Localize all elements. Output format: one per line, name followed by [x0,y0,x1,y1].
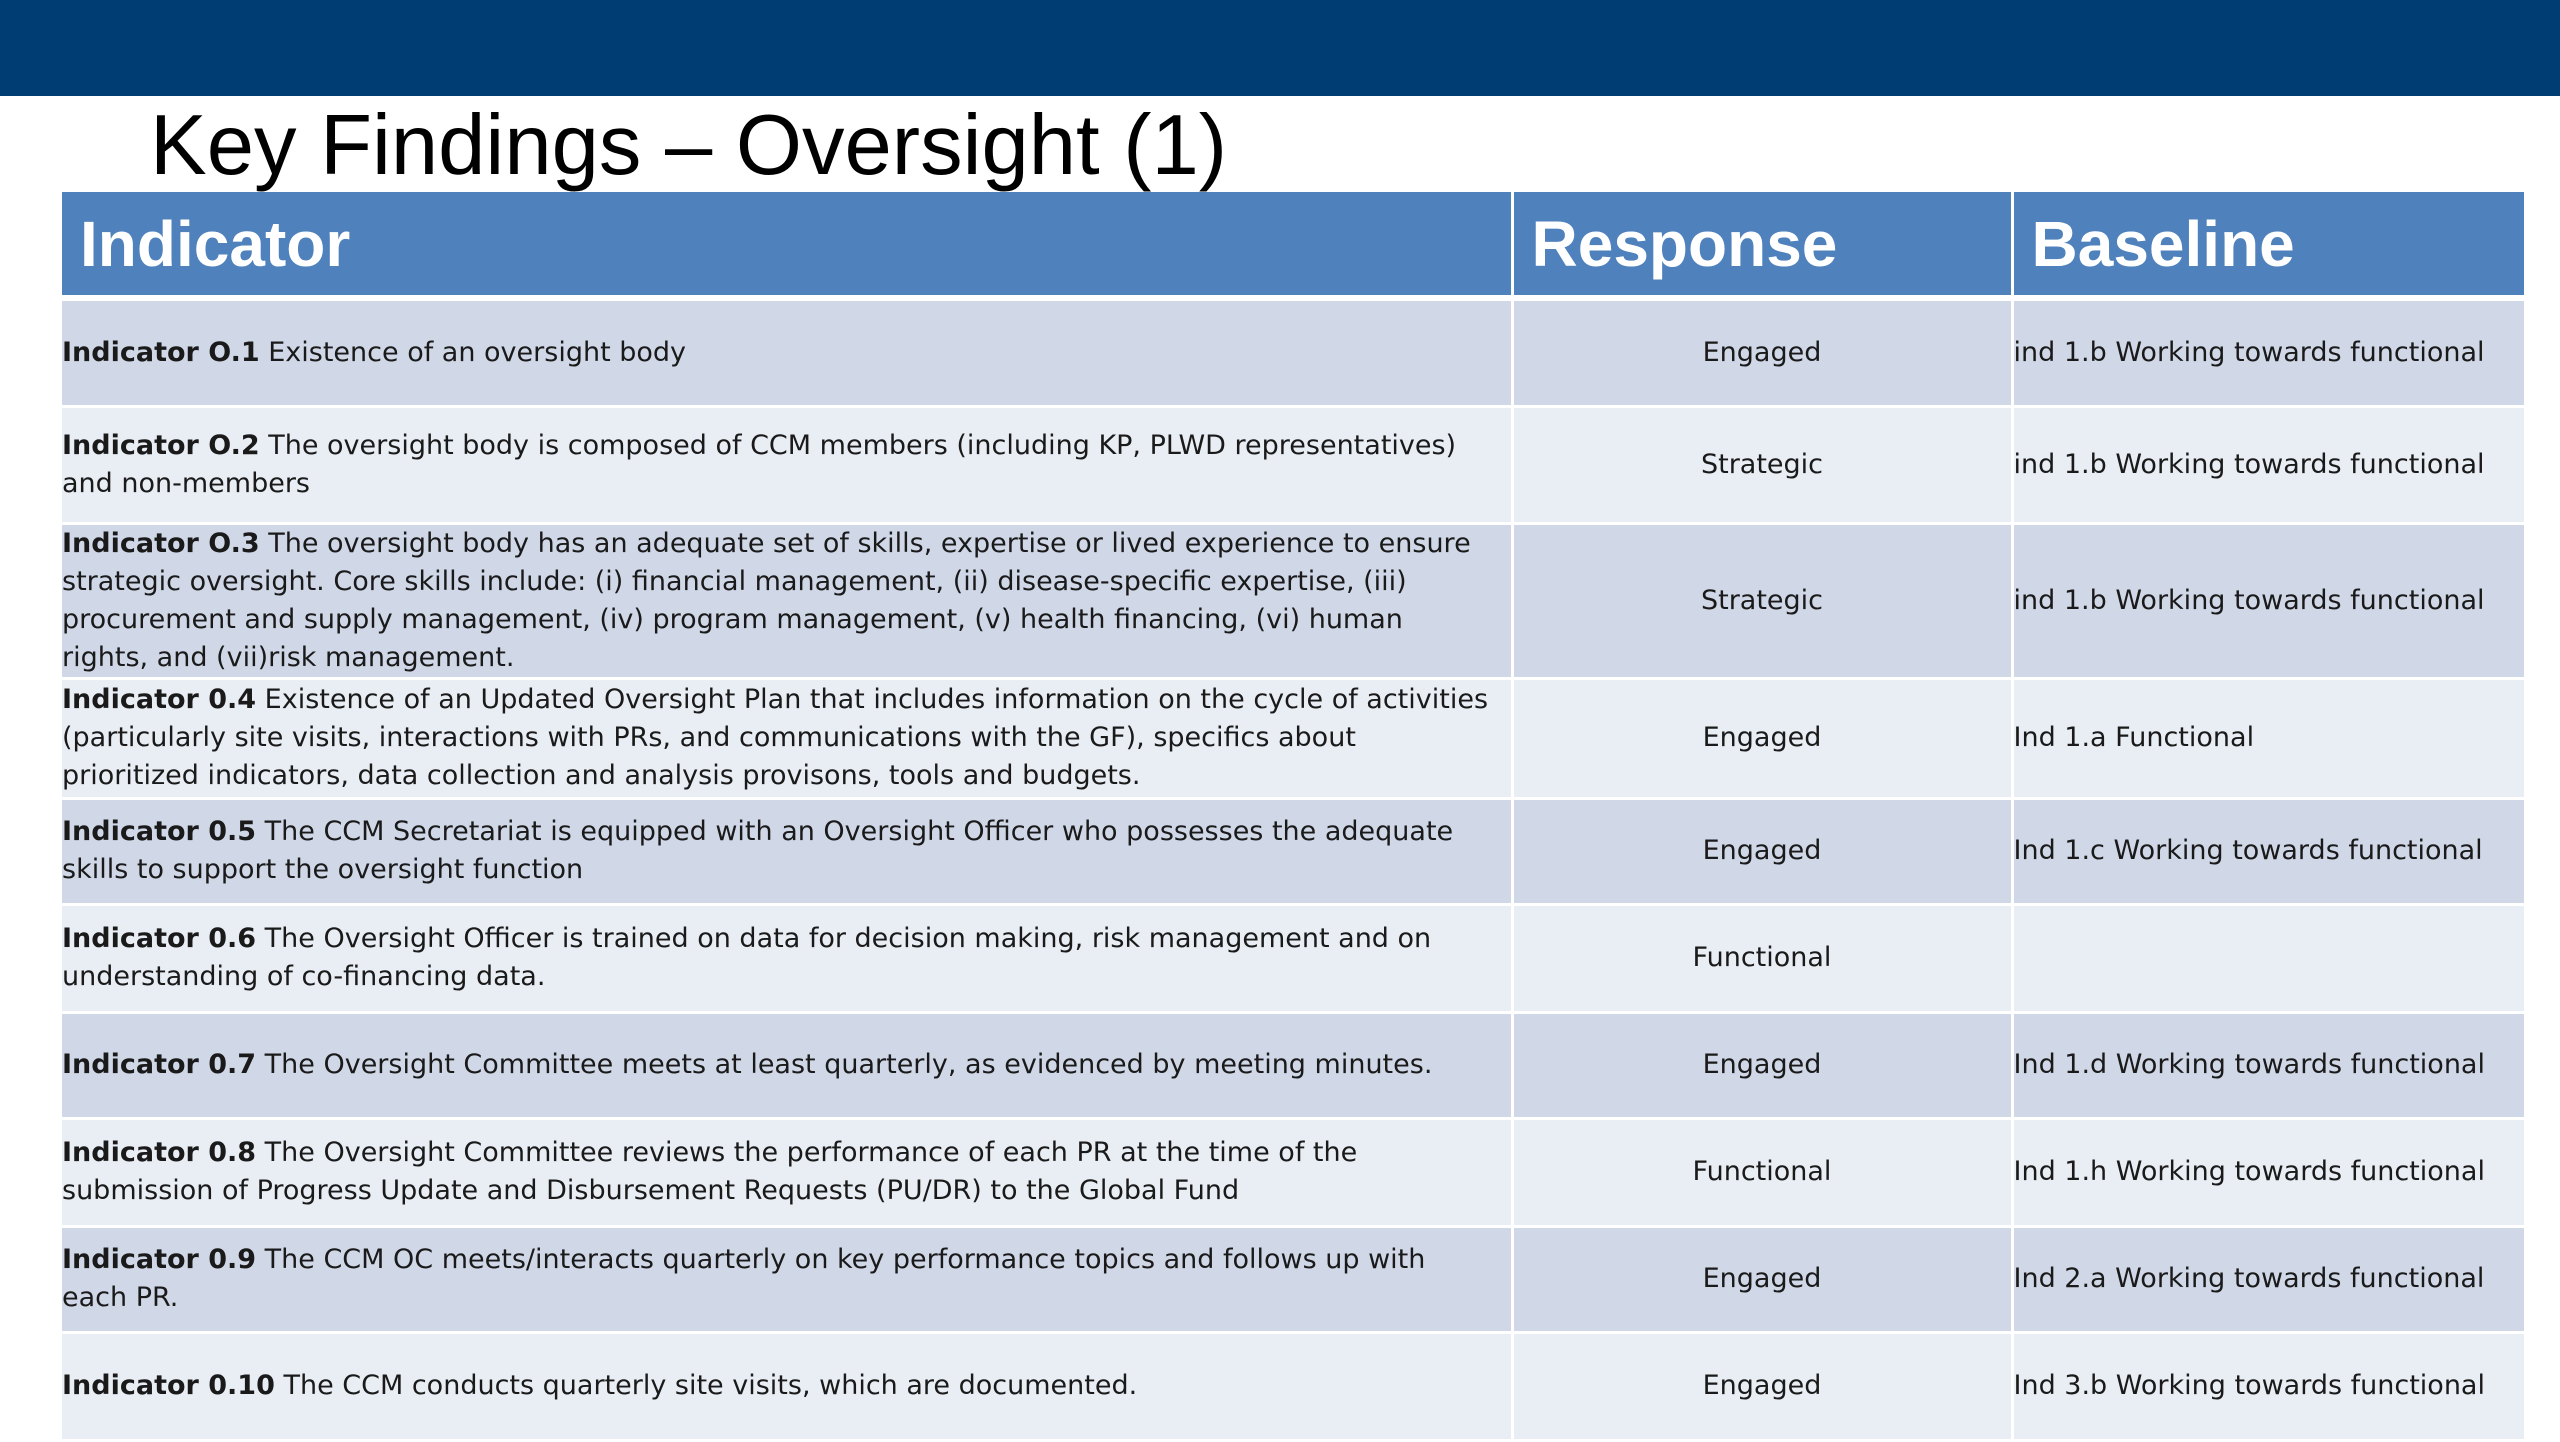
table-row: Indicator O.2 The oversight body is comp… [62,406,2524,525]
baseline-cell: Ind 1.d Working towards functional [2012,1012,2524,1120]
indicator-label: Indicator O.2 [62,429,260,461]
table-row: Indicator 0.10 The CCM conducts quarterl… [62,1332,2524,1442]
baseline-cell: ind 1.b Working towards functional [2012,298,2524,408]
table-row: Indicator O.1 Existence of an oversight … [62,298,2524,408]
indicator-label: Indicator 0.4 [62,684,257,715]
response-cell: Engaged [1512,298,2014,408]
indicator-label: Indicator 0.8 [62,1137,257,1168]
response-cell: Functional [1512,904,2014,1014]
indicator-text: The CCM Secretariat is equipped with an … [62,816,1454,885]
header-response: Response [1512,192,2014,301]
baseline-cell: Ind 1.c Working towards functional [2012,798,2524,906]
indicator-text: The CCM OC meets/interacts quarterly on … [62,1244,1426,1313]
indicator-label: Indicator 0.7 [62,1049,257,1080]
baseline-cell [2012,904,2524,1014]
indicator-text: The oversight body is composed of CCM me… [62,429,1457,499]
indicator-label: Indicator 0.9 [62,1244,257,1275]
response-cell: Engaged [1512,798,2014,906]
indicator-cell: Indicator 0.6 The Oversight Officer is t… [62,904,1514,1014]
baseline-cell: Ind 3.b Working towards functional [2012,1332,2524,1442]
response-cell: Engaged [1512,1012,2014,1120]
indicator-cell: Indicator 0.9 The CCM OC meets/interacts… [62,1226,1514,1334]
top-banner [0,0,2560,96]
baseline-cell: Ind 1.a Functional [2012,678,2524,800]
table-header-row: Indicator Response Baseline [62,192,2524,301]
indicator-cell: Indicator 0.4 Existence of an Updated Ov… [62,678,1514,800]
indicator-text: The CCM conducts quarterly site visits, … [274,1370,1138,1401]
indicator-cell: Indicator 0.7 The Oversight Committee me… [62,1012,1514,1120]
table-row: Indicator O.3 The oversight body has an … [62,523,2524,680]
indicator-text: The oversight body has an adequate set o… [62,527,1471,673]
baseline-cell: Ind 2.a Working towards functional [2012,1226,2524,1334]
response-cell: Engaged [1512,1226,2014,1334]
indicator-label: Indicator O.1 [62,336,260,368]
header-indicator: Indicator [62,192,1514,301]
table-row: Indicator 0.4 Existence of an Updated Ov… [62,678,2524,800]
response-cell: Strategic [1512,406,2014,525]
response-cell: Engaged [1512,678,2014,800]
indicator-cell: Indicator 0.10 The CCM conducts quarterl… [62,1332,1514,1442]
indicator-text: Existence of an Updated Oversight Plan t… [62,684,1489,791]
table-row: Indicator 0.6 The Oversight Officer is t… [62,904,2524,1014]
indicator-text: The Oversight Officer is trained on data… [62,923,1432,992]
indicator-cell: Indicator O.3 The oversight body has an … [62,523,1514,680]
indicator-cell: Indicator O.1 Existence of an oversight … [62,298,1514,408]
baseline-cell: ind 1.b Working towards functional [2012,523,2524,680]
response-cell: Functional [1512,1118,2014,1228]
table-row: Indicator 0.9 The CCM OC meets/interacts… [62,1226,2524,1334]
baseline-cell: Ind 1.h Working towards functional [2012,1118,2524,1228]
indicator-label: Indicator 0.10 [62,1370,275,1401]
findings-table: Indicator Response Baseline Indicator O.… [62,192,2524,1442]
indicator-label: Indicator 0.5 [62,816,257,847]
indicator-text: The Oversight Committee meets at least q… [256,1049,1433,1080]
indicator-cell: Indicator 0.5 The CCM Secretariat is equ… [62,798,1514,906]
table-row: Indicator 0.8 The Oversight Committee re… [62,1118,2524,1228]
table-row: Indicator 0.5 The CCM Secretariat is equ… [62,798,2524,906]
indicator-label: Indicator 0.6 [62,923,257,954]
response-cell: Engaged [1512,1332,2014,1442]
indicator-cell: Indicator 0.8 The Oversight Committee re… [62,1118,1514,1228]
slide-title: Key Findings – Oversight (1) [150,98,1228,193]
header-baseline: Baseline [2012,192,2524,301]
indicator-text: Existence of an oversight body [259,336,687,368]
table-row: Indicator 0.7 The Oversight Committee me… [62,1012,2524,1120]
response-cell: Strategic [1512,523,2014,680]
indicator-label: Indicator O.3 [62,527,260,559]
baseline-cell: ind 1.b Working towards functional [2012,406,2524,525]
indicator-text: The Oversight Committee reviews the perf… [62,1137,1358,1206]
indicator-cell: Indicator O.2 The oversight body is comp… [62,406,1514,525]
